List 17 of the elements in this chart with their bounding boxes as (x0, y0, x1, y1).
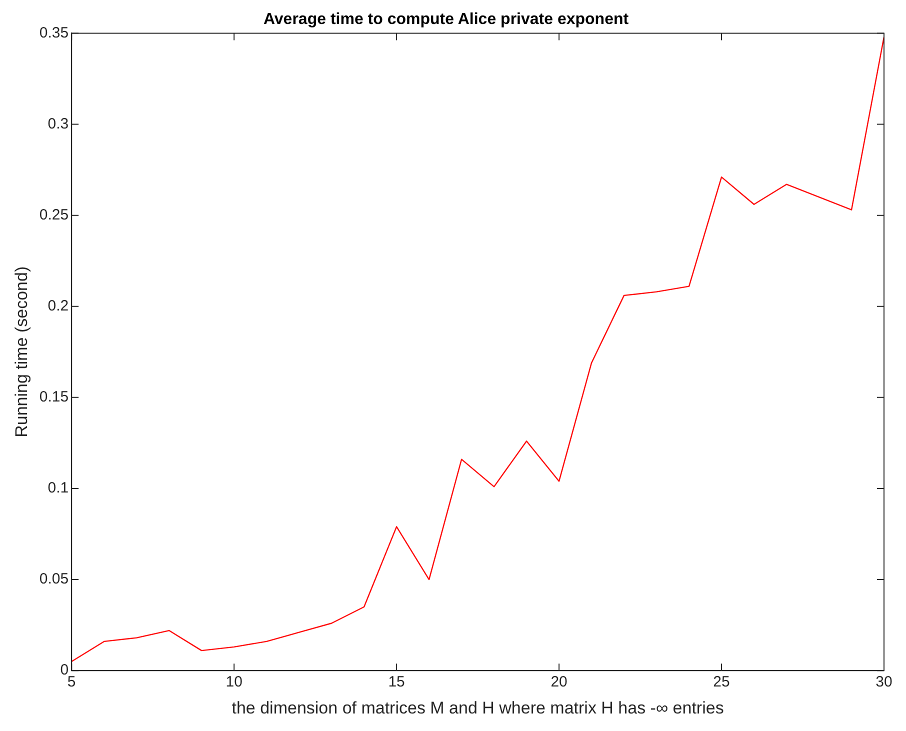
x-tick-label: 20 (550, 674, 568, 691)
x-tick-label: 5 (67, 674, 76, 691)
y-axis-title: Running time (second) (12, 266, 31, 438)
x-tick-label: 25 (713, 674, 730, 691)
y-tick-label: 0.1 (48, 480, 69, 497)
x-axis-title: the dimension of matrices M and H where matrix H has -∞ entries (232, 698, 724, 718)
y-tick-label: 0.05 (39, 570, 69, 588)
x-tick-label: 10 (226, 674, 242, 691)
x-tick-label: 30 (876, 674, 892, 691)
y-tick-label: 0.2 (48, 298, 69, 315)
chart-title: Average time to compute Alice private exponent (263, 11, 630, 28)
y-tick-label: 0 (60, 662, 69, 679)
y-tick-label: 0.25 (39, 206, 69, 224)
y-tick-label: 0.35 (39, 24, 69, 42)
y-tick-label: 0.15 (39, 388, 69, 406)
x-tick-label: 15 (388, 674, 405, 691)
y-tick-label: 0.3 (48, 115, 69, 132)
